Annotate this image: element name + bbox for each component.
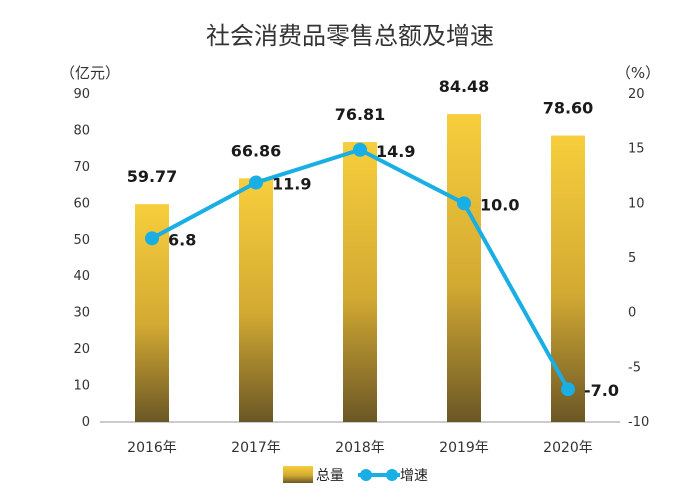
bar-value-label: 59.77: [127, 167, 178, 186]
growth-point: [561, 382, 575, 397]
growth-point: [145, 231, 159, 246]
growth-value-label: 11.9: [272, 175, 311, 194]
bar-total: [239, 178, 273, 422]
left-axis-unit: （亿元）: [60, 64, 120, 82]
right-axis-tick-label: 0: [628, 306, 636, 321]
growth-value-label: 10.0: [480, 195, 519, 214]
growth-point: [353, 142, 367, 157]
legend-label-growth: 增速: [400, 468, 428, 484]
right-axis-tick-label: 10: [628, 196, 645, 211]
chart-title: 社会消费品零售总额及增速: [206, 22, 494, 50]
right-axis-unit: （%）: [616, 64, 660, 82]
legend-swatch-total: [283, 466, 313, 483]
left-axis-tick-label: 70: [73, 160, 90, 175]
left-axis-tick-label: 80: [73, 123, 90, 138]
left-axis-tick-label: 30: [73, 306, 90, 321]
right-axis-tick-label: 5: [628, 251, 636, 266]
growth-value-label: 14.9: [376, 142, 415, 161]
right-axis-tick-label: -5: [628, 360, 641, 375]
bar-value-label: 84.48: [439, 77, 490, 96]
growth-point: [249, 175, 263, 190]
x-axis-category-label: 2019年: [439, 440, 489, 456]
right-axis-tick-label: -10: [628, 415, 649, 430]
bar-total: [447, 114, 481, 422]
right-axis-tick-label: 20: [628, 87, 645, 102]
left-axis-tick-label: 10: [73, 379, 90, 394]
left-axis-tick-label: 60: [73, 196, 90, 211]
growth-value-label: 6.8: [168, 230, 196, 249]
legend-label-total: 总量: [316, 468, 344, 484]
legend-marker-growth: [386, 469, 398, 481]
left-axis-tick-label: 90: [73, 87, 90, 102]
growth-value-label: -7.0: [584, 381, 619, 400]
growth-point: [457, 196, 471, 211]
bar-total: [551, 135, 585, 422]
left-axis-tick-label: 40: [73, 269, 90, 284]
left-axis-tick-label: 20: [73, 342, 90, 357]
left-axis-tick-label: 0: [82, 415, 90, 430]
x-axis-category-label: 2020年: [543, 440, 593, 456]
left-axis-tick-label: 50: [73, 233, 90, 248]
legend: 总量 增速: [283, 466, 428, 484]
bar-value-label: 76.81: [335, 105, 386, 124]
bar-value-label: 78.60: [543, 99, 594, 118]
legend-marker-growth: [360, 469, 372, 481]
x-axis-category-label: 2018年: [335, 440, 385, 456]
x-axis-category-label: 2016年: [127, 440, 177, 456]
x-axis-category-label: 2017年: [231, 440, 281, 456]
bar-value-label: 66.86: [231, 141, 282, 160]
bar-total: [343, 142, 377, 422]
right-axis-tick-label: 15: [628, 142, 645, 157]
